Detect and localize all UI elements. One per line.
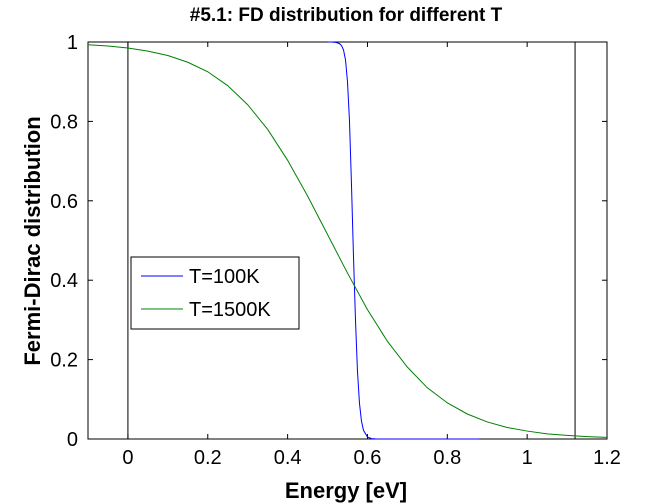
series-line-t-100k	[327, 41, 480, 440]
x-tick-label: 1	[522, 447, 533, 469]
x-tick-label: 0.6	[354, 447, 382, 469]
axes-box	[87, 41, 608, 440]
y-tick-label: 1	[67, 32, 78, 54]
chart-title: #5.1: FD distribution for different T	[190, 5, 503, 26]
y-tick-label: 0.6	[50, 191, 78, 213]
x-tick-label: 1.2	[593, 447, 621, 469]
plot-area: 0 0.2 0.4 0.6 0.8 1 1.2 0 0.2 0.4 0.6 0.8 1 T=100K T=1…	[50, 32, 621, 469]
y-axis-label: Fermi-Dirac distribution	[20, 116, 45, 365]
x-tick-label: 0	[122, 447, 133, 469]
y-tick-label: 0	[67, 429, 78, 451]
legend-entry: T=1500K	[189, 299, 271, 321]
legend-box	[130, 256, 300, 330]
y-tick-label: 0.2	[50, 350, 78, 372]
x-axis-label: Energy [eV]	[285, 478, 407, 503]
y-tick-label: 0.8	[50, 111, 78, 133]
y-tick-label: 0.4	[50, 270, 78, 292]
x-tick-label: 0.4	[274, 447, 302, 469]
x-tick-label: 0.8	[433, 447, 461, 469]
series-line-t-1500k	[87, 44, 608, 438]
legend-entry: T=100K	[189, 266, 260, 288]
x-tick-label: 0.2	[194, 447, 222, 469]
